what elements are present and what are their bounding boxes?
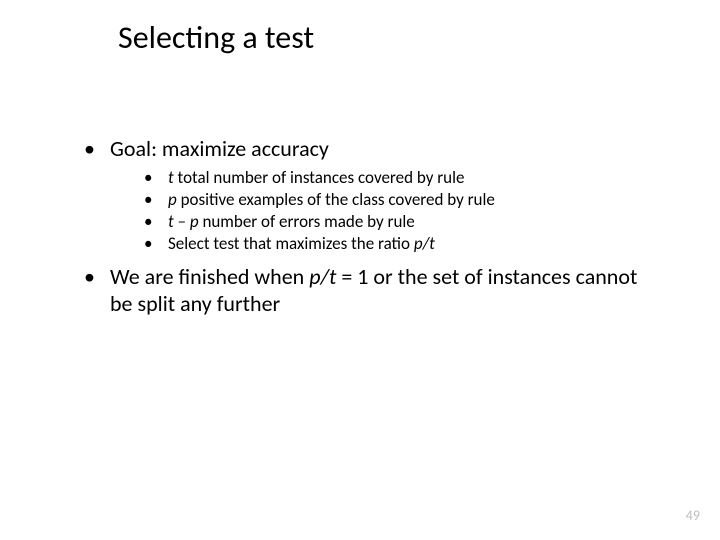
pre: We are finished when [110,263,309,290]
var-t: t [168,167,174,188]
bullet-goal-text: Goal: maximize accuracy [110,135,664,163]
var-p: p [168,189,177,210]
slide-content: • Goal: maximize accuracy • t total numb… [84,135,664,320]
sub-bullet-tp-text: t – p number of errors made by rule [168,211,664,233]
ratio-pt: p/t [414,233,435,254]
bullet-finish: • We are finished when p/t = 1 or the se… [84,263,664,318]
sub-bullet-select: • Select test that maximizes the ratio p… [144,233,664,255]
rest: positive examples of the class covered b… [181,189,495,210]
sub-bullet-select-text: Select test that maximizes the ratio p/t [168,233,664,255]
bullet-finish-text: We are finished when p/t = 1 or the set … [110,263,664,318]
var-tp: t – p [168,211,199,232]
sub-bullet-t: • t total number of instances covered by… [144,167,664,189]
bullet-dot-icon: • [144,189,168,211]
pre: Select test that maximizes the ratio [168,233,414,254]
bullet-dot-icon: • [84,263,110,291]
bullet-dot-icon: • [144,211,168,233]
bullet-goal: • Goal: maximize accuracy [84,135,664,163]
rest: number of errors made by rule [202,211,414,232]
slide-title: Selecting a test [118,18,314,57]
sub-bullet-p: • p positive examples of the class cover… [144,189,664,211]
page-number: 49 [686,507,700,524]
bullet-dot-icon: • [84,135,110,163]
bullet-dot-icon: • [144,167,168,189]
sub-bullet-p-text: p positive examples of the class covered… [168,189,664,211]
sub-bullet-tp: • t – p number of errors made by rule [144,211,664,233]
sub-bullet-t-text: t total number of instances covered by r… [168,167,664,189]
sub-bullet-list: • t total number of instances covered by… [144,167,664,255]
rest: total number of instances covered by rul… [178,167,465,188]
ratio-pt: p/t [309,263,336,290]
bullet-dot-icon: • [144,233,168,255]
